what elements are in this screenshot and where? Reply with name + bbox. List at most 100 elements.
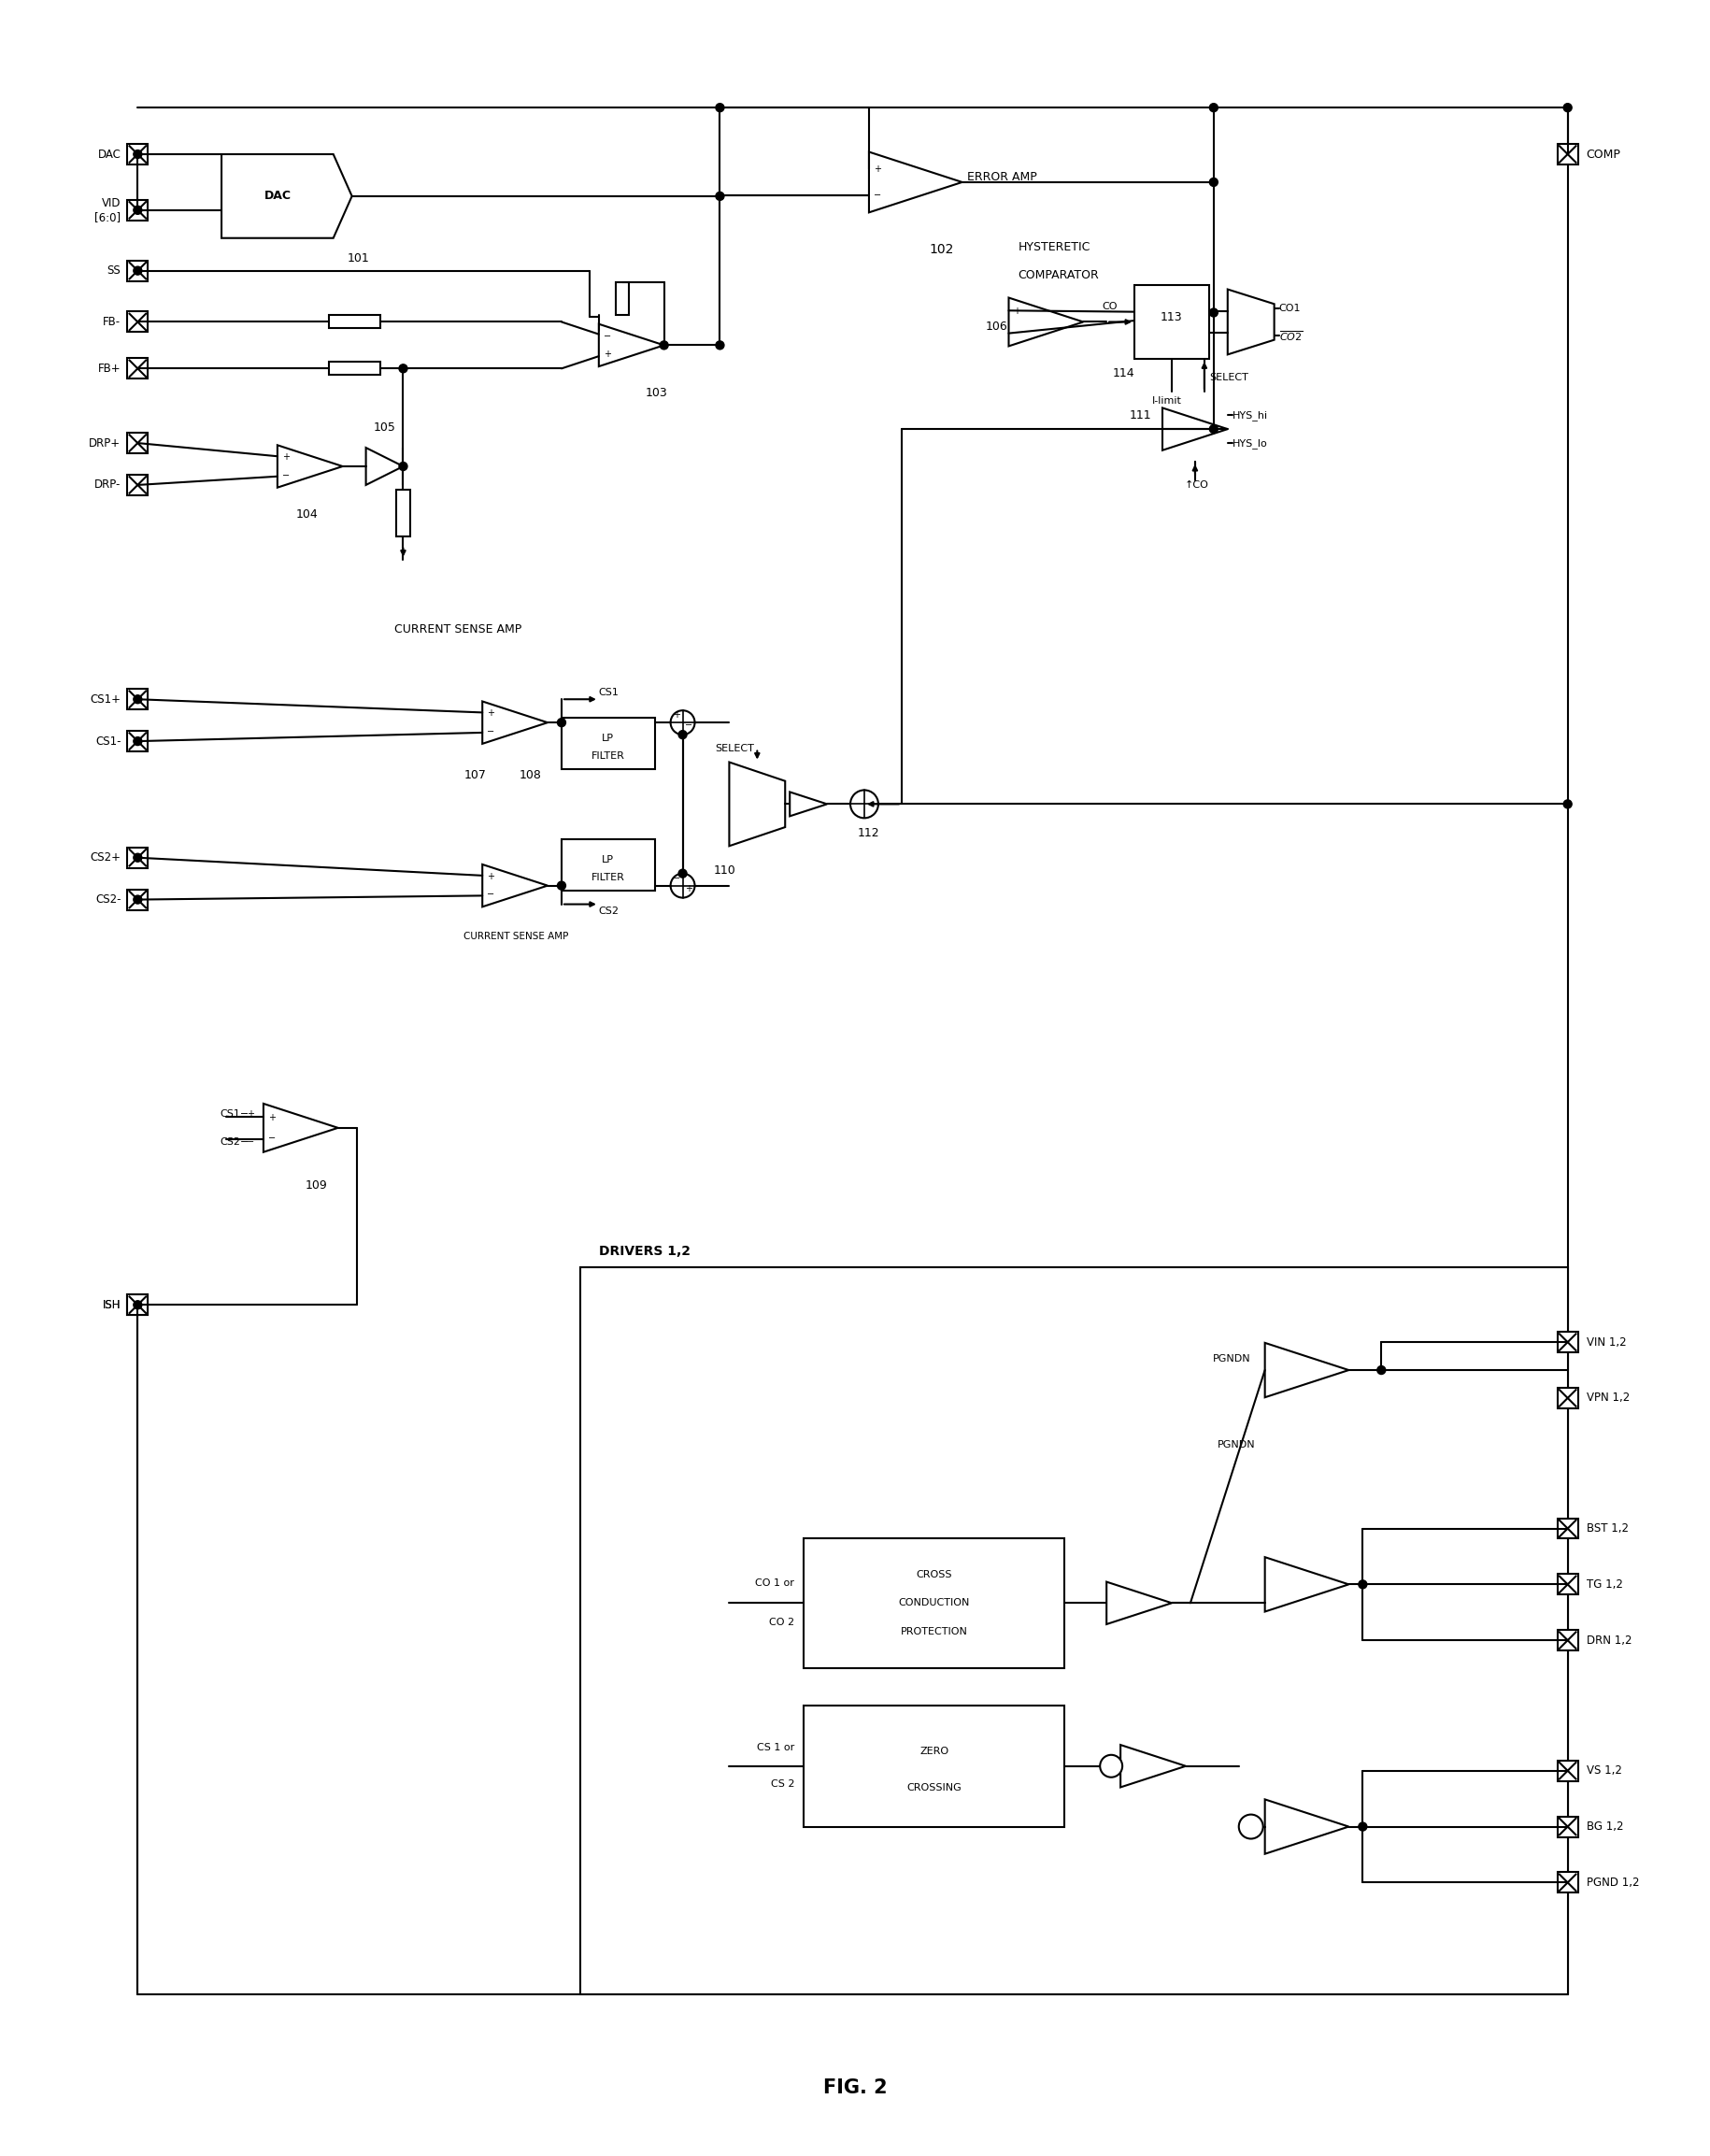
Bar [128,690,149,709]
Circle shape [716,341,723,349]
Bar [128,201,149,220]
Circle shape [1209,103,1218,112]
Bar [1558,1388,1578,1408]
Text: HYS_lo: HYS_lo [1233,438,1267,448]
Text: PROTECTION: PROTECTION [901,1628,968,1636]
Text: DRP+: DRP+ [89,438,121,448]
Bar [561,718,655,770]
Text: CO1: CO1 [1279,304,1301,313]
Polygon shape [728,763,785,845]
Circle shape [716,103,723,112]
Text: +: + [487,871,494,882]
Text: CS2-: CS2- [96,893,121,906]
Bar [1558,144,1578,164]
Circle shape [557,882,566,890]
Text: ERROR AMP: ERROR AMP [966,172,1036,183]
Circle shape [1100,1755,1122,1777]
Text: −: − [487,890,494,899]
Polygon shape [222,155,352,237]
Circle shape [133,737,142,746]
Polygon shape [1265,1557,1349,1613]
Circle shape [1563,800,1571,808]
Text: 114: 114 [1113,367,1134,379]
Text: ↑CO: ↑CO [1185,481,1209,489]
Bar [128,358,149,379]
Circle shape [850,789,879,817]
Circle shape [1209,308,1218,317]
Text: VPN 1,2: VPN 1,2 [1587,1393,1630,1404]
Text: CS1−: CS1− [221,1108,250,1119]
Text: SELECT: SELECT [1209,373,1248,382]
Circle shape [670,873,694,897]
Text: 105: 105 [373,423,395,433]
Text: 110: 110 [713,865,735,877]
Polygon shape [598,323,663,367]
Text: PGNDN: PGNDN [1218,1440,1255,1449]
Text: 103: 103 [645,388,667,399]
Text: 111: 111 [1130,410,1153,420]
Circle shape [1209,425,1218,433]
Polygon shape [482,701,547,744]
Polygon shape [277,444,342,487]
Text: CS1+: CS1+ [91,694,121,705]
Text: FB-: FB- [103,315,121,328]
Polygon shape [1265,1343,1349,1397]
Circle shape [133,694,142,703]
Text: 107: 107 [463,770,486,780]
Text: SELECT: SELECT [715,744,754,752]
Text: −: − [487,727,494,737]
Text: CS2: CS2 [598,906,619,916]
Bar [1558,1630,1578,1651]
Text: −: − [246,1138,255,1147]
Text: 106: 106 [985,321,1007,332]
Text: CO: CO [1101,302,1117,310]
Text: DRN 1,2: DRN 1,2 [1587,1634,1631,1647]
Bar [616,282,629,315]
Text: +: + [874,164,881,175]
Circle shape [1563,103,1571,112]
Bar [328,362,380,375]
Text: CS 1 or: CS 1 or [758,1744,795,1753]
Text: −: − [1014,328,1021,336]
Circle shape [398,364,407,373]
Circle shape [133,267,142,274]
Polygon shape [1228,289,1274,354]
Text: FB+: FB+ [97,362,121,375]
Polygon shape [1120,1744,1185,1787]
Bar [1558,1518,1578,1539]
Text: ISH: ISH [103,1298,121,1311]
Text: 104: 104 [296,509,318,520]
Text: I-limit: I-limit [1153,397,1182,405]
Text: CROSS: CROSS [917,1570,952,1578]
Polygon shape [482,865,547,908]
Circle shape [679,731,687,740]
Text: BG 1,2: BG 1,2 [1587,1820,1623,1833]
Circle shape [133,207,142,213]
Text: +: + [282,453,289,461]
Circle shape [133,151,142,157]
Circle shape [660,341,669,349]
Text: 101: 101 [347,252,369,265]
Text: 102: 102 [930,244,954,257]
Bar [1558,1761,1578,1781]
Text: CURRENT SENSE AMP: CURRENT SENSE AMP [393,623,522,636]
Bar [128,144,149,164]
Text: VS 1,2: VS 1,2 [1587,1764,1621,1777]
Text: CO 1 or: CO 1 or [756,1578,795,1589]
Text: CS1: CS1 [598,688,619,696]
Bar [1558,1332,1578,1352]
Text: CO 2: CO 2 [770,1617,795,1628]
Bar [804,1537,1065,1669]
Circle shape [1358,1580,1366,1589]
Bar [328,315,380,328]
Text: $\overline{CO2}$: $\overline{CO2}$ [1279,330,1303,343]
Circle shape [1238,1815,1264,1839]
Text: FILTER: FILTER [592,752,624,761]
Text: ISH: ISH [103,1298,121,1311]
Text: PGNDN: PGNDN [1212,1354,1252,1363]
Bar [128,847,149,869]
Text: ZERO: ZERO [920,1746,949,1757]
Text: +: + [246,1108,255,1119]
Text: TG 1,2: TG 1,2 [1587,1578,1623,1591]
Bar [1558,1871,1578,1893]
